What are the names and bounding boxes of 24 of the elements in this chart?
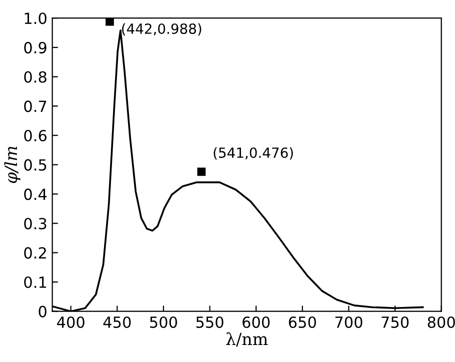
y-tick-label: 0.4 (24, 188, 47, 200)
x-tick-label: 550 (196, 316, 224, 328)
x-tick-label: 500 (150, 316, 178, 328)
x-tick-label: 400 (57, 316, 84, 328)
y-tick-label: 0.9 (24, 42, 46, 54)
x-axis-title: λ/nm (226, 332, 268, 347)
x-tick-label: 700 (335, 316, 362, 328)
y-tick-label: 0.3 (24, 218, 46, 230)
y-axis-title: φ/lm (4, 146, 20, 184)
x-tick-label: 800 (428, 316, 455, 328)
y-tick-label: 0.8 (24, 71, 46, 83)
y-tick-label: 0.6 (24, 130, 46, 142)
y-tick-label: 0.1 (24, 276, 46, 288)
annotation: (442,0.988) (122, 23, 202, 36)
x-tick-label: 750 (382, 316, 409, 328)
y-tick-label: 1.0 (24, 12, 46, 24)
annotation: (541,0.476) (214, 147, 293, 160)
y-tick-label: 0.2 (24, 247, 46, 259)
y-tick-label: 0 (38, 306, 46, 318)
x-tick-label: 450 (103, 316, 131, 328)
y-tick-label: 0.5 (24, 159, 46, 171)
x-tick-label: 600 (242, 316, 270, 328)
x-tick-label: 650 (288, 316, 316, 328)
y-tick-label: 0.7 (24, 100, 46, 112)
